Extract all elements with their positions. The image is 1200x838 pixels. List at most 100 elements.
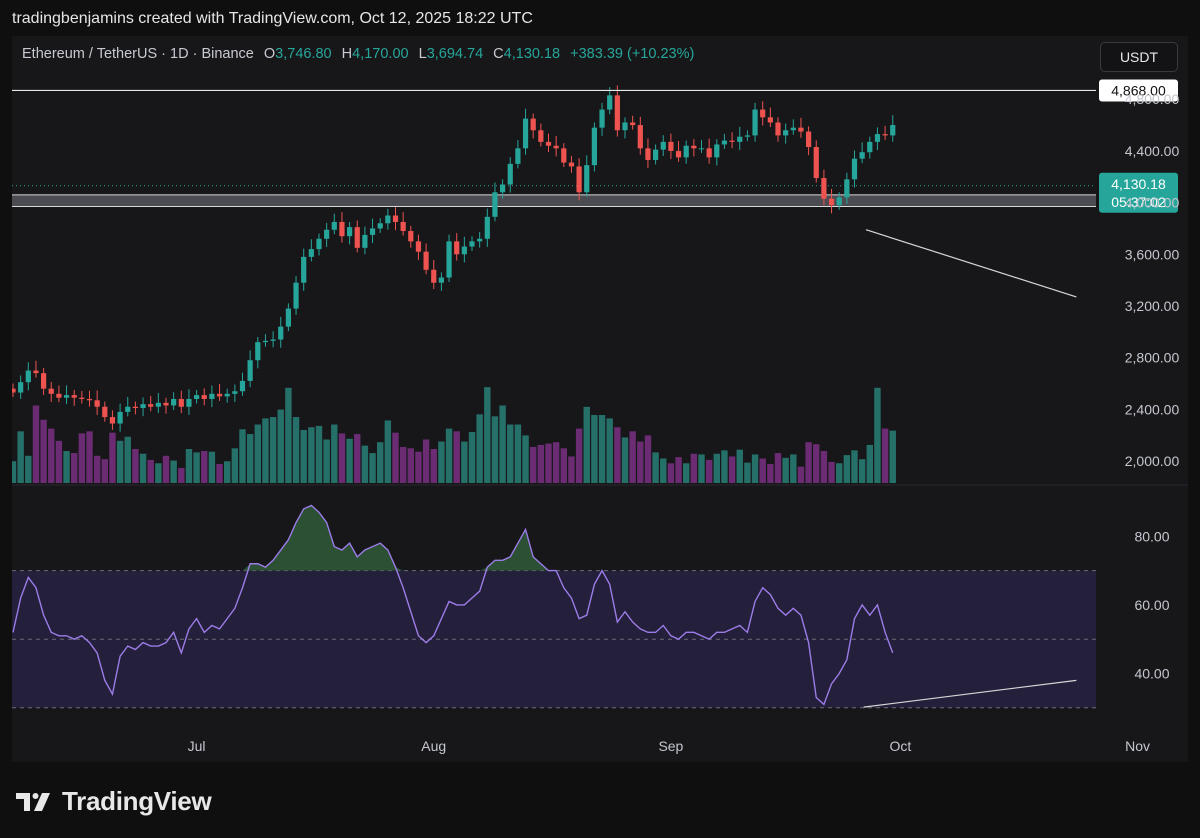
volume-bar (269, 417, 277, 483)
volume-bar (843, 455, 851, 483)
candle (415, 234, 422, 260)
candle (102, 401, 108, 422)
volume-bar (537, 444, 545, 483)
volume-bar (71, 453, 78, 483)
candle (18, 375, 24, 399)
candle (316, 233, 322, 256)
candle (622, 117, 628, 139)
volume-bar (652, 452, 659, 483)
volume-bar (254, 424, 261, 483)
high-label: H (341, 46, 353, 62)
price-tick-label: 3,200.00 (1125, 298, 1180, 314)
candle (752, 102, 758, 142)
low-value: 3,694.74 (426, 46, 484, 62)
candle (86, 390, 93, 407)
volume-bars (12, 387, 896, 483)
candle (132, 401, 138, 415)
volume-bar (614, 427, 621, 483)
candle (63, 385, 70, 405)
candle (553, 135, 559, 157)
candle (400, 212, 406, 236)
candle (209, 385, 215, 408)
candle (721, 133, 728, 149)
candle (239, 372, 246, 396)
volume-bar (224, 461, 231, 483)
volume-bar (874, 387, 881, 483)
volume-bar (705, 459, 713, 483)
candle (94, 390, 100, 415)
candle (492, 182, 498, 222)
volume-bar (690, 453, 698, 483)
candle (438, 272, 444, 291)
candle (285, 303, 291, 332)
candle (232, 384, 238, 402)
candle (500, 179, 506, 199)
candle (369, 218, 376, 244)
volume-bar (591, 415, 598, 483)
candle (25, 362, 31, 391)
candle (844, 172, 850, 204)
last-price-text: 4,130.18 (1111, 176, 1166, 192)
volume-bar (530, 446, 537, 483)
candle (408, 225, 414, 248)
candle (178, 390, 184, 414)
candle (41, 367, 47, 395)
volume-bar (170, 460, 177, 483)
candle (775, 117, 781, 142)
volume-bar (820, 451, 828, 483)
price-tick-label: 4,000.00 (1125, 195, 1180, 211)
price-trendline[interactable] (865, 229, 1077, 298)
volume-bar (514, 424, 522, 483)
volume-bar (147, 459, 154, 483)
volume-bar (568, 456, 575, 483)
candle (331, 213, 337, 235)
candle (109, 410, 116, 430)
price-tick-label: 2,800.00 (1125, 350, 1180, 366)
candle (515, 140, 521, 169)
volume-bar (116, 440, 124, 483)
rsi-divergence-line[interactable] (863, 679, 1077, 708)
volume-bar (797, 466, 805, 483)
price-tick-label: 2,000.00 (1125, 453, 1180, 469)
candle (347, 221, 353, 245)
volume-bar (323, 439, 330, 483)
candle (737, 126, 743, 151)
candle (630, 115, 636, 130)
volume-bar (751, 454, 759, 483)
volume-bar (399, 446, 407, 483)
candle (247, 350, 253, 388)
candle (859, 142, 865, 164)
candle (645, 138, 651, 169)
support-zone (12, 185, 1096, 207)
chart-panel[interactable]: 80.00 60.00 40.00 4,868.00 4,130.18 05:37:02… (12, 36, 1188, 762)
volume-bar (178, 468, 185, 483)
candle (653, 144, 659, 165)
price-tick-label: 2,400.00 (1125, 401, 1180, 417)
chart-canvas[interactable]: 80.00 60.00 40.00 4,868.00 4,130.18 05:37:02… (12, 36, 1188, 762)
volume-bar (430, 449, 437, 483)
volume-bar (155, 463, 162, 483)
candle (454, 233, 460, 261)
volume-bar (25, 455, 32, 483)
open-label: O (263, 46, 276, 62)
candle (12, 383, 16, 398)
volume-bar (667, 463, 675, 483)
candle (301, 248, 307, 291)
close-label: C (493, 46, 504, 62)
candle (607, 87, 613, 115)
volume-bar (331, 424, 338, 483)
volume-bar (813, 444, 820, 483)
candle (576, 158, 582, 201)
candle (851, 150, 858, 188)
rsi-tick-label: 60.00 (1134, 597, 1169, 613)
candle (760, 101, 766, 126)
candle (477, 232, 483, 248)
candle (828, 188, 835, 214)
symbol-title[interactable]: Ethereum / TetherUS · 1D · Binance (22, 46, 254, 62)
volume-bar (629, 431, 636, 483)
currency-button[interactable]: USDT (1100, 42, 1178, 72)
candle (48, 381, 54, 402)
candle (798, 117, 804, 138)
volume-bar (338, 433, 346, 483)
volume-bar (86, 431, 93, 483)
